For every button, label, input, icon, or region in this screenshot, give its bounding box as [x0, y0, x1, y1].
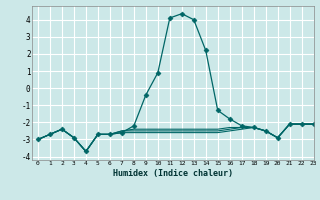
X-axis label: Humidex (Indice chaleur): Humidex (Indice chaleur): [113, 169, 233, 178]
